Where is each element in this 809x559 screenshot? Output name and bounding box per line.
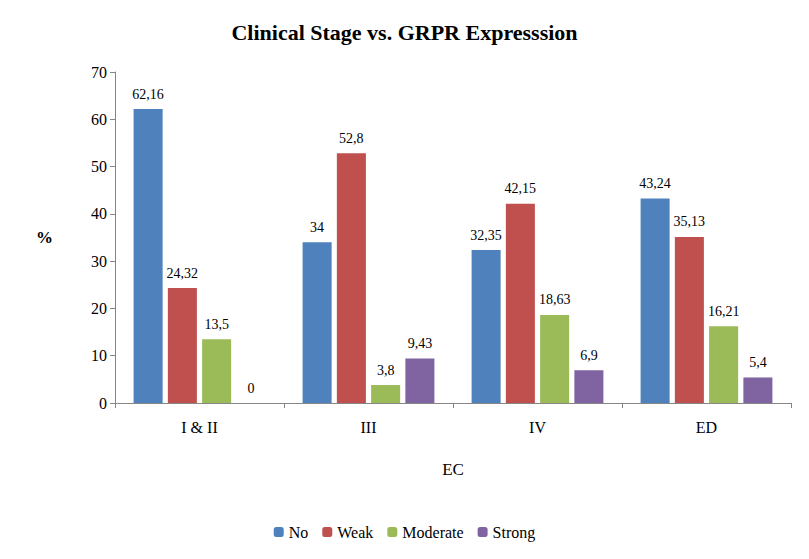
svg-text:24,32: 24,32 [167,266,199,281]
svg-text:Strong: Strong [493,524,536,542]
svg-text:20: 20 [91,300,107,317]
svg-text:50: 50 [91,158,107,175]
svg-text:40: 40 [91,205,107,222]
svg-text:30: 30 [91,253,107,270]
svg-text:18,63: 18,63 [539,292,571,307]
svg-text:35,13: 35,13 [674,214,706,229]
svg-text:No: No [289,524,309,541]
svg-text:IV: IV [529,419,546,436]
svg-text:13,5: 13,5 [204,317,229,332]
svg-text:Weak: Weak [337,524,373,541]
svg-text:Moderate: Moderate [402,524,463,541]
svg-text:60: 60 [91,111,107,128]
svg-text:I & II: I & II [181,419,217,436]
svg-text:0: 0 [247,381,254,396]
svg-text:3,8: 3,8 [377,363,395,378]
svg-text:5,4: 5,4 [749,355,767,370]
svg-text:0: 0 [99,395,107,412]
svg-text:52,8: 52,8 [339,131,364,146]
svg-text:42,15: 42,15 [505,181,537,196]
svg-text:EC: EC [442,460,464,479]
svg-text:Clinical Stage vs. GRPR Expres: Clinical Stage vs. GRPR Expresssion [231,20,577,45]
svg-text:16,21: 16,21 [708,304,740,319]
svg-text:34: 34 [310,220,324,235]
svg-text:70: 70 [91,64,107,81]
svg-text:9,43: 9,43 [408,336,433,351]
svg-text:%: % [36,228,53,247]
svg-text:6,9: 6,9 [580,348,598,363]
svg-text:32,35: 32,35 [470,228,502,243]
svg-text:III: III [361,419,377,436]
svg-text:43,24: 43,24 [639,176,671,191]
svg-text:62,16: 62,16 [132,87,164,102]
svg-text:ED: ED [696,419,717,436]
svg-text:10: 10 [91,347,107,364]
